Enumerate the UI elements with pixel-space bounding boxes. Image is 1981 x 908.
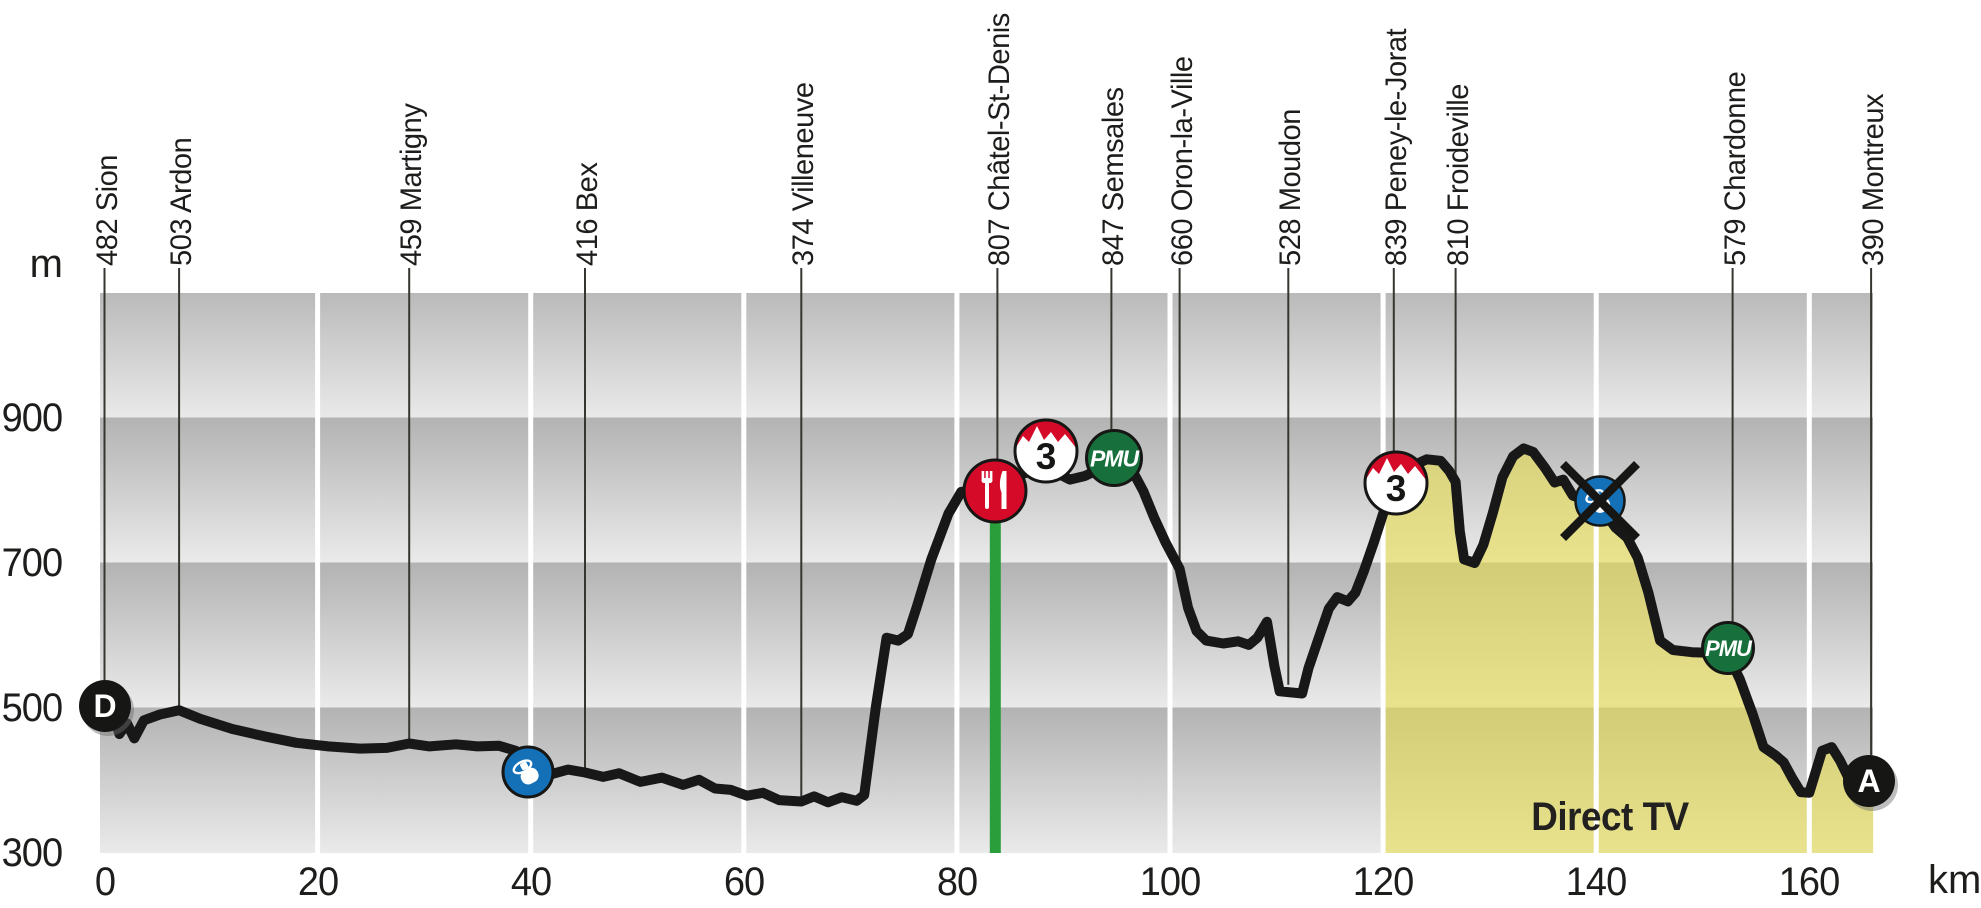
y-tick-label: 500 (1, 686, 64, 730)
climb-category-3-icon: 3 (1013, 418, 1079, 484)
locality-label-bex: 416 Bex (571, 162, 604, 266)
y-axis-unit-label: m (29, 242, 63, 286)
depart-icon: D (79, 680, 131, 732)
x-tick-label: 80 (936, 860, 978, 904)
climb-category-3-icon: 3 (1363, 450, 1429, 516)
x-tick-label: 100 (1139, 860, 1202, 904)
x-tick-label: 140 (1565, 860, 1628, 904)
x-tick-label: 60 (723, 860, 765, 904)
locality-label-peney-le-jorat: 839 Peney-le-Jorat (1380, 28, 1413, 267)
locality-label-froideville: 810 Froideville (1442, 84, 1475, 267)
pmu-sprint-icon: PMU (1085, 429, 1143, 487)
arrivee-letter: A (1857, 762, 1881, 799)
locality-label-sion: 482 Sion (91, 154, 124, 266)
locality-label-semsales: 847 Semsales (1097, 87, 1130, 266)
y-tick-label: 300 (1, 831, 64, 875)
x-tick-label: 20 (297, 860, 339, 904)
x-tick-label: 0 (94, 860, 116, 904)
x-tick-label: 120 (1352, 860, 1415, 904)
locality-label-ch-tel-st-denis: 807 Châtel-St-Denis (983, 13, 1016, 266)
y-tick-label: 700 (1, 541, 64, 585)
pmu-sprint-icon: PMU (1701, 621, 1755, 675)
locality-label-chardonne: 579 Chardonne (1719, 71, 1752, 266)
arrivee-icon: A (1843, 755, 1895, 807)
feed-station-icon (962, 458, 1028, 524)
depart-letter: D (93, 687, 117, 724)
x-tick-label: 160 (1778, 860, 1841, 904)
elevation-profile-svg (99, 268, 1879, 853)
locality-label-martigny: 459 Martigny (395, 103, 428, 266)
svg-text:PMU: PMU (1090, 445, 1141, 471)
water-bottle-icon (501, 745, 555, 799)
green-bar (989, 494, 1001, 853)
direct-tv-zone-label: Direct TV (1531, 795, 1689, 839)
locality-label-ardon: 503 Ardon (165, 137, 198, 266)
locality-label-montreux: 390 Montreux (1857, 93, 1890, 267)
locality-label-oron-la-ville: 660 Oron-la-Ville (1166, 56, 1199, 266)
svg-text:3: 3 (1386, 468, 1407, 509)
x-tick-label: 40 (510, 860, 552, 904)
end-of-feed-zone-icon (1550, 451, 1650, 551)
x-axis-unit-label: km (1928, 858, 1981, 902)
y-tick-label: 900 (1, 396, 64, 440)
locality-label-moudon: 528 Moudon (1274, 109, 1307, 266)
svg-text:3: 3 (1036, 436, 1057, 477)
tv-zone-area (1383, 448, 1874, 853)
svg-text:PMU: PMU (1705, 636, 1753, 661)
locality-label-villeneuve: 374 Villeneuve (787, 82, 820, 266)
